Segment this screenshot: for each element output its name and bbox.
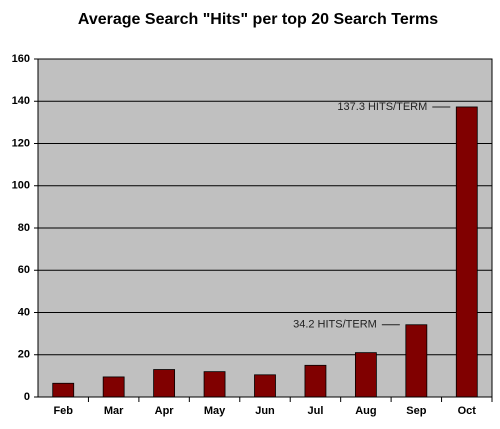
bar — [102, 376, 125, 398]
value-label: 34.2 HITS/TERM — [293, 319, 377, 331]
bar — [354, 352, 377, 398]
x-tick-label: Jun — [255, 405, 275, 417]
y-tick-label: 100 — [12, 180, 30, 192]
bar — [455, 106, 478, 398]
y-tick-label: 160 — [12, 53, 30, 65]
value-label: 137.3 HITS/TERM — [337, 101, 427, 113]
bar — [203, 371, 226, 398]
y-tick-label: 140 — [12, 95, 30, 107]
x-tick-label: May — [204, 405, 226, 417]
bar — [52, 382, 75, 398]
bar — [153, 369, 176, 398]
plot-border — [37, 58, 493, 398]
y-tick-label: 120 — [12, 137, 30, 149]
y-tick-label: 40 — [18, 306, 30, 318]
bar — [254, 374, 276, 398]
bar — [405, 324, 428, 398]
x-tick-label: Feb — [53, 405, 73, 417]
x-tick-label: Apr — [155, 405, 175, 417]
y-tick-label: 80 — [18, 222, 30, 234]
x-tick-label: Oct — [458, 405, 477, 417]
y-tick-label: 20 — [18, 349, 30, 361]
x-tick-label: Jul — [307, 405, 323, 417]
bar — [304, 364, 327, 398]
x-tick-label: Aug — [355, 405, 376, 417]
y-tick-label: 60 — [18, 264, 30, 276]
x-tick-label: Sep — [406, 405, 426, 417]
x-tick-label: Mar — [104, 405, 124, 417]
y-tick-label: 0 — [24, 391, 30, 403]
chart-title: Average Search "Hits" per top 20 Search … — [78, 11, 438, 28]
